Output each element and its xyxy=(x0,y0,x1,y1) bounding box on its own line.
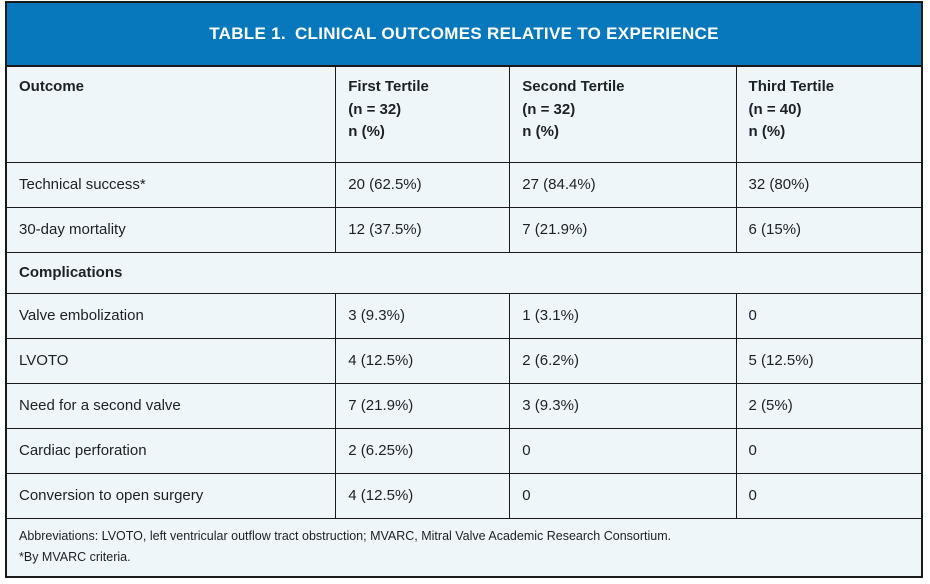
cell-second-tertile: 27 (84.4%) xyxy=(509,161,737,208)
cell-third-tertile: 5 (12.5%) xyxy=(735,337,923,384)
cell-third-tertile: 32 (80%) xyxy=(735,161,923,208)
column-header-unit: n (%) xyxy=(348,123,385,140)
column-header-n: (n = 32) xyxy=(522,100,576,118)
clinical-outcomes-table: TABLE 1. CLINICAL OUTCOMES RELATIVE TO EX… xyxy=(5,1,923,578)
table-title: TABLE 1. CLINICAL OUTCOMES RELATIVE TO EX… xyxy=(5,1,923,67)
cell-second-tertile: 1 (3.1%) xyxy=(509,292,737,339)
row-label: 30-day mortality xyxy=(5,206,337,253)
column-header-second-tertile: Second Tertile (n = 32) n (%) xyxy=(509,65,737,163)
table-row-technical-success: Technical success* 20 (62.5%) 27 (84.4%)… xyxy=(5,161,923,208)
table-row-30-day-mortality: 30-day mortality 12 (37.5%) 7 (21.9%) 6 … xyxy=(5,206,923,253)
footnote-criteria: *By MVARC criteria. xyxy=(19,549,131,564)
column-header-n: (n = 32) xyxy=(348,100,402,118)
column-header-label: First Tertile xyxy=(348,78,429,95)
row-label: Need for a second valve xyxy=(5,382,337,429)
cell-second-tertile: 0 xyxy=(509,472,737,519)
column-header-row: Outcome First Tertile (n = 32) n (%) Sec… xyxy=(5,65,923,163)
row-label: LVOTO xyxy=(5,337,337,384)
footnotes: Abbreviations: LVOTO, left ventricular o… xyxy=(5,517,923,578)
cell-first-tertile: 3 (9.3%) xyxy=(335,292,511,339)
cell-first-tertile: 4 (12.5%) xyxy=(335,337,511,384)
row-label: Technical success* xyxy=(5,161,337,208)
column-header-n: (n = 40) xyxy=(748,100,802,118)
table-title-text: CLINICAL OUTCOMES RELATIVE TO EXPERIENCE xyxy=(294,24,719,43)
table-row-valve-embolization: Valve embolization 3 (9.3%) 1 (3.1%) 0 xyxy=(5,292,923,339)
section-label: Complications xyxy=(5,251,923,294)
column-header-first-tertile: First Tertile (n = 32) n (%) xyxy=(335,65,511,163)
column-header-label: Outcome xyxy=(19,78,85,95)
cell-first-tertile: 7 (21.9%) xyxy=(335,382,511,429)
cell-second-tertile: 0 xyxy=(509,427,737,474)
cell-first-tertile: 4 (12.5%) xyxy=(335,472,511,519)
cell-first-tertile: 2 (6.25%) xyxy=(335,427,511,474)
column-header-label: Second Tertile xyxy=(522,78,625,95)
row-label: Cardiac perforation xyxy=(5,427,337,474)
table-row-lvoto: LVOTO 4 (12.5%) 2 (6.2%) 5 (12.5%) xyxy=(5,337,923,384)
table-title-band: TABLE 1. CLINICAL OUTCOMES RELATIVE TO EX… xyxy=(5,1,923,67)
column-header-outcome: Outcome xyxy=(5,65,337,163)
row-label: Valve embolization xyxy=(5,292,337,339)
footnote-abbreviations: Abbreviations: LVOTO, left ventricular o… xyxy=(19,528,672,543)
row-label: Conversion to open surgery xyxy=(5,472,337,519)
cell-third-tertile: 0 xyxy=(735,472,923,519)
cell-first-tertile: 20 (62.5%) xyxy=(335,161,511,208)
footnote-row: Abbreviations: LVOTO, left ventricular o… xyxy=(5,517,923,578)
cell-third-tertile: 0 xyxy=(735,427,923,474)
column-header-unit: n (%) xyxy=(522,123,559,140)
table-row-conversion-open-surgery: Conversion to open surgery 4 (12.5%) 0 0 xyxy=(5,472,923,519)
cell-second-tertile: 2 (6.2%) xyxy=(509,337,737,384)
cell-third-tertile: 2 (5%) xyxy=(735,382,923,429)
column-header-unit: n (%) xyxy=(748,123,786,140)
column-header-label: Third Tertile xyxy=(748,78,835,95)
cell-third-tertile: 6 (15%) xyxy=(735,206,923,253)
section-row-complications: Complications xyxy=(5,251,923,294)
table-row-cardiac-perforation: Cardiac perforation 2 (6.25%) 0 0 xyxy=(5,427,923,474)
table-row-need-for-second-valve: Need for a second valve 7 (21.9%) 3 (9.3… xyxy=(5,382,923,429)
cell-first-tertile: 12 (37.5%) xyxy=(335,206,511,253)
column-header-third-tertile: Third Tertile (n = 40) n (%) xyxy=(735,65,923,163)
cell-second-tertile: 3 (9.3%) xyxy=(509,382,737,429)
cell-third-tertile: 0 xyxy=(735,292,923,339)
cell-second-tertile: 7 (21.9%) xyxy=(509,206,737,253)
table-title-prefix: TABLE 1. xyxy=(209,24,286,43)
